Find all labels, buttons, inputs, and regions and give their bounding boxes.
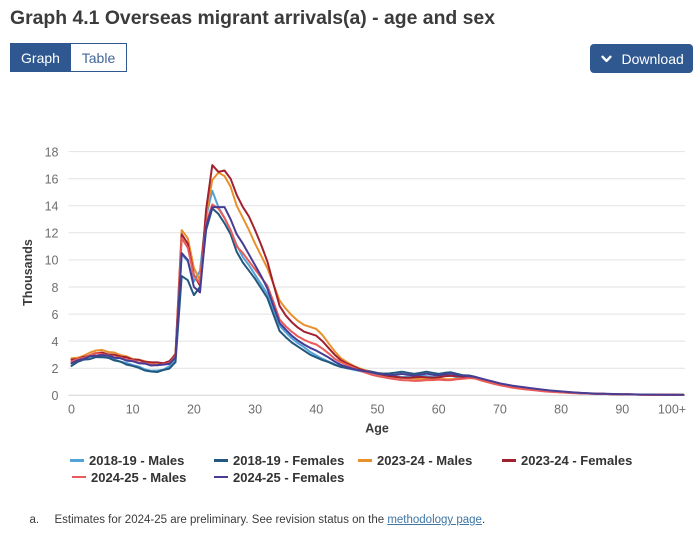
svg-text:14: 14 (45, 200, 59, 214)
svg-text:50: 50 (371, 402, 385, 416)
svg-text:0: 0 (68, 402, 75, 416)
svg-text:12: 12 (45, 227, 59, 241)
svg-text:16: 16 (45, 173, 59, 187)
svg-text:70: 70 (493, 402, 507, 416)
svg-text:10: 10 (126, 402, 140, 416)
svg-text:8: 8 (52, 281, 59, 295)
svg-text:Age: Age (365, 422, 389, 436)
svg-text:2: 2 (52, 362, 59, 376)
svg-text:Thousands: Thousands (21, 239, 35, 306)
svg-text:40: 40 (309, 402, 323, 416)
svg-text:20: 20 (187, 402, 201, 416)
svg-text:60: 60 (432, 402, 446, 416)
svg-text:30: 30 (248, 402, 262, 416)
svg-text:80: 80 (554, 402, 568, 416)
svg-text:6: 6 (52, 308, 59, 322)
svg-text:0: 0 (52, 389, 59, 403)
svg-text:10: 10 (45, 254, 59, 268)
svg-text:4: 4 (52, 335, 59, 349)
svg-text:18: 18 (45, 145, 59, 159)
svg-text:100+: 100+ (658, 402, 686, 416)
svg-text:90: 90 (615, 402, 629, 416)
